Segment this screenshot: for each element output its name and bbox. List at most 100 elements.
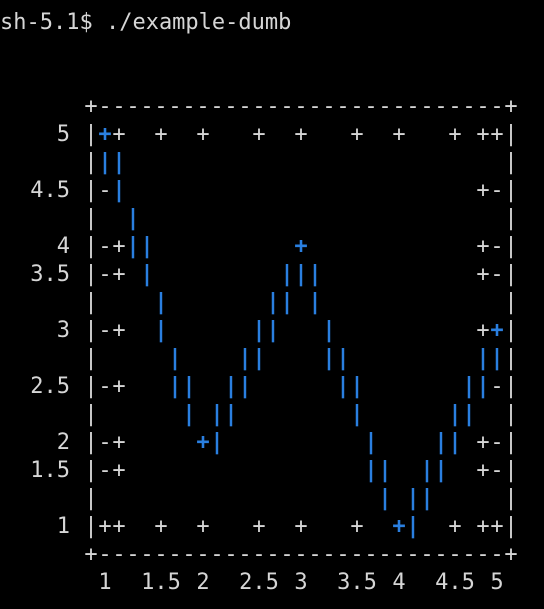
frame-bottom-segment: - [364,542,378,567]
series-line-segment: | [266,290,280,315]
frame-bottom-segment: - [448,542,462,567]
x-tick-label: 2 [196,570,210,595]
series-line-segment: | [476,374,490,399]
frame-right-segment: | [504,262,518,287]
series-line-segment: | [350,374,364,399]
frame-top-segment: - [350,94,364,119]
frame-left-segment: | [84,486,98,511]
frame-top-segment: - [448,94,462,119]
frame-bottom-segment: - [322,542,336,567]
x-tick-label: 4 [392,570,406,595]
frame-right-segment: | [504,122,518,147]
frame-bottom-segment: - [112,542,126,567]
series-line-segment: | [364,430,378,455]
frame-top-segment: - [252,94,266,119]
frame-top-segment: - [322,94,336,119]
series-line-segment: | [238,374,252,399]
x-tick: + [98,514,112,539]
y-tick-mark: - [490,178,504,203]
series-line-segment: | [224,402,238,427]
series-line-segment: | [182,402,196,427]
y-tick: + [476,234,490,259]
command-prompt: sh-5.1$ ./example-dumb [0,10,292,35]
frame-left-segment: | [84,458,98,483]
x-tick-label: 3.5 [337,570,377,595]
frame-bottom-segment: - [154,542,168,567]
frame-left-segment: | [84,234,98,259]
y-tick: + [476,318,490,343]
series-line-segment: | [322,346,336,371]
frame-bottom-segment: - [224,542,238,567]
frame-right-segment: | [504,486,518,511]
frame-top-segment: - [462,94,476,119]
y-tick-mark: - [98,458,112,483]
y-tick: + [476,262,490,287]
series-line-segment: | [322,318,336,343]
series-line-segment: | [378,458,392,483]
frame-right-segment: | [504,206,518,231]
frame-bottom-segment: - [490,542,504,567]
x-tick: + [294,514,308,539]
frame-left-segment: | [84,290,98,315]
x-tick: + [196,514,210,539]
x-tick: + [350,514,364,539]
frame-left-segment: | [84,346,98,371]
series-line-segment: | [350,402,364,427]
x-tick: + [252,122,266,147]
frame-top-segment: - [420,94,434,119]
data-point: + [196,430,210,455]
frame-bottom-segment: - [98,542,112,567]
x-tick-label: 4.5 [435,570,475,595]
y-tick-mark: - [490,374,504,399]
y-tick: + [476,430,490,455]
series-line-segment: | [336,346,350,371]
frame-top-segment: - [406,94,420,119]
y-tick-mark: - [98,178,112,203]
frame-bottom-segment: - [280,542,294,567]
frame-bottom-segment: - [126,542,140,567]
frame-corner: + [504,94,518,119]
frame-bottom-segment: - [266,542,280,567]
frame-corner: + [84,542,98,567]
series-line-segment: | [336,374,350,399]
frame-bottom-segment: - [238,542,252,567]
frame-right-segment: | [504,458,518,483]
x-tick: + [154,514,168,539]
frame-top-segment: - [308,94,322,119]
frame-top-segment: - [238,94,252,119]
series-line-segment: | [112,178,126,203]
frame-left-segment: | [84,178,98,203]
series-line-segment: | [308,290,322,315]
x-tick-label: 1.5 [141,570,181,595]
x-tick: + [112,122,126,147]
y-tick-label: 4.5 [30,178,70,203]
frame-left-segment: | [84,318,98,343]
series-line-segment: | [252,318,266,343]
x-tick: + [112,514,126,539]
y-tick: + [112,374,126,399]
series-line-segment: | [434,430,448,455]
y-tick: + [112,318,126,343]
y-tick-label: 1.5 [30,458,70,483]
frame-top-segment: - [154,94,168,119]
series-line-segment: | [140,234,154,259]
frame-bottom-segment: - [196,542,210,567]
data-point: + [294,234,308,259]
series-line-segment: | [126,206,140,231]
series-line-segment: | [210,402,224,427]
series-line-segment: | [140,262,154,287]
frame-left-segment: | [84,402,98,427]
frame-top-segment: - [280,94,294,119]
x-tick: + [448,122,462,147]
frame-top-segment: - [392,94,406,119]
x-tick: + [350,122,364,147]
y-tick-mark: - [98,234,112,259]
series-line-segment: | [280,262,294,287]
series-line-segment: | [154,290,168,315]
y-tick-label: 2 [56,430,70,455]
frame-left-segment: | [84,262,98,287]
y-tick: + [476,178,490,203]
frame-bottom-segment: - [476,542,490,567]
frame-right-segment: | [504,430,518,455]
